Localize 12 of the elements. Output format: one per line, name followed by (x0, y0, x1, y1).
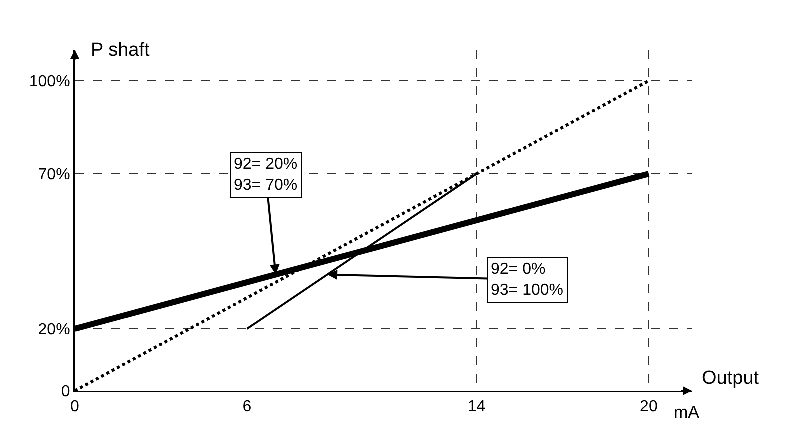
y-tick-label: 100% (29, 74, 70, 91)
x-tick-label: 14 (468, 398, 486, 416)
y-tick-label: 0 (61, 384, 70, 401)
x-axis-title: Output (702, 368, 760, 389)
annotation: 92= 20% 93= 70% (234, 156, 298, 194)
x-tick-label: 20 (640, 398, 658, 416)
x-tick-label: 6 (242, 398, 252, 416)
y-tick-label: 70% (38, 166, 70, 184)
text: mA (674, 403, 700, 422)
annotation: 92= 0% 93= 100% (491, 261, 564, 299)
y-tick-label: 20% (38, 322, 70, 339)
y-axis-title: P shaft (91, 40, 151, 61)
